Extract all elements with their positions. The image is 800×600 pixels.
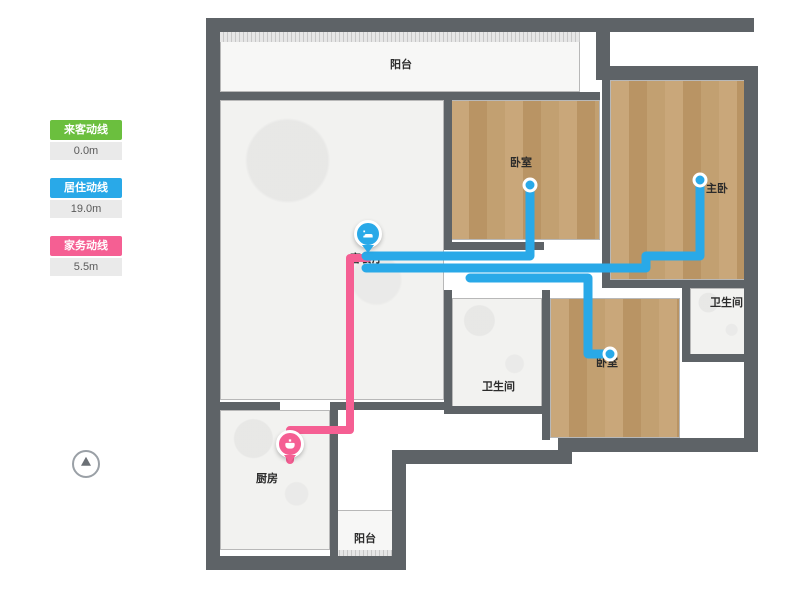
circulation-paths [190,10,760,590]
path-endpoint-0 [524,179,536,191]
pot-icon [276,430,304,458]
pin-living_pin [354,220,382,254]
legend-label-living: 居住动线 [50,178,122,198]
floor-plan: 阳台客餐厅卧室主卧卫生间卫生间卧室厨房阳台 [190,10,760,590]
pin-kitchen_pin [276,430,304,464]
legend-item-chore: 家务动线 5.5m [50,236,122,276]
path-endpoint-1 [694,174,706,186]
path-living [366,180,700,354]
legend-item-guest: 来客动线 0.0m [50,120,122,160]
legend: 来客动线 0.0m 居住动线 19.0m 家务动线 5.5m [50,120,122,294]
compass-icon [72,450,100,478]
legend-value-living: 19.0m [50,200,122,218]
legend-label-chore: 家务动线 [50,236,122,256]
legend-item-living: 居住动线 19.0m [50,178,122,218]
legend-value-chore: 5.5m [50,258,122,276]
legend-value-guest: 0.0m [50,142,122,160]
legend-label-guest: 来客动线 [50,120,122,140]
path-endpoint-2 [604,348,616,360]
bed-icon [354,220,382,248]
